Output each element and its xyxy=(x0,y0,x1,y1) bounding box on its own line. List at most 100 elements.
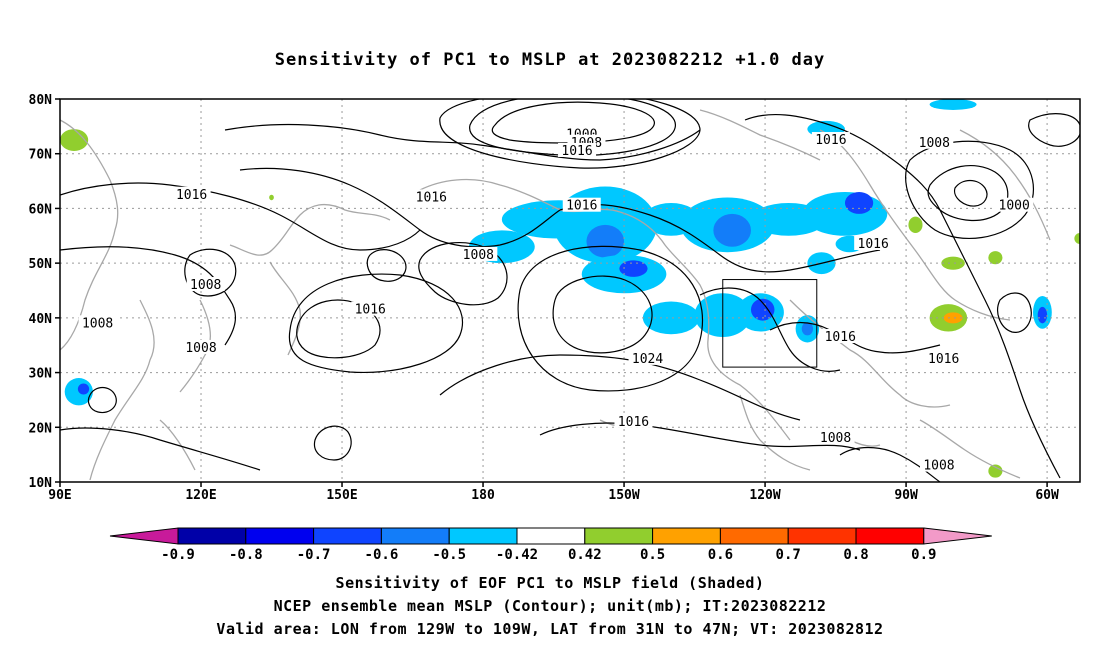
colorbar-label-3: -0.6 xyxy=(365,547,399,563)
contour-label-20: 1008 xyxy=(923,459,954,474)
colorbar-label-5: -0.42 xyxy=(496,547,538,563)
colorbar-label-4: -0.5 xyxy=(432,547,466,563)
contour-label-bg-6 xyxy=(172,186,211,201)
shade-patch-28 xyxy=(941,256,965,270)
colorbar-bin-6 xyxy=(584,527,654,545)
shade-patch-25 xyxy=(77,383,90,395)
caption-line-2: NCEP ensemble mean MSLP (Contour); unit(… xyxy=(273,597,827,615)
shade-patch-14 xyxy=(642,301,700,335)
contour-label-bg-15 xyxy=(628,350,667,365)
lon-label-7: 60W xyxy=(1035,488,1059,503)
lat-label-4: 40N xyxy=(29,312,53,327)
colorbar-bin-7 xyxy=(652,527,721,545)
lat-label-7: 10N xyxy=(29,476,53,491)
contour-label-11: 1008 xyxy=(190,278,221,293)
colorbar-above-arrow xyxy=(923,527,992,545)
caption-line-3: Valid area: LON from 129W to 109W, LAT f… xyxy=(216,620,884,638)
colorbar-bin-9 xyxy=(787,527,857,545)
contour-labels: 1000100810161016100810001016101610161016… xyxy=(78,126,1034,474)
contour-label-bg-4 xyxy=(915,134,954,149)
mslp-contours xyxy=(60,99,1080,482)
colorbar-bin-5 xyxy=(516,527,586,545)
shade-patch-32 xyxy=(1074,233,1080,244)
lat-label-1: 70N xyxy=(29,148,53,163)
lat-label-6: 20N xyxy=(29,421,53,436)
contour-label-bg-5 xyxy=(995,197,1034,212)
contour-label-6: 1016 xyxy=(176,188,207,203)
colorbar-below-arrow xyxy=(109,527,179,545)
lat-label-5: 30N xyxy=(29,367,53,382)
shade-patch-26 xyxy=(60,129,89,151)
contour-label-2: 1016 xyxy=(561,144,592,159)
lon-label-2: 150E xyxy=(326,488,357,503)
chart-title: Sensitivity of PC1 to MSLP at 2023082212… xyxy=(274,50,826,70)
colorbar-label-2: -0.7 xyxy=(297,547,331,563)
lat-label-0: 80N xyxy=(29,93,53,108)
colorbar-label-1: -0.8 xyxy=(229,547,263,563)
contour-label-bg-7 xyxy=(412,189,451,204)
shade-patch-29 xyxy=(988,251,1003,265)
shade-patch-11 xyxy=(844,192,874,214)
contour-label-bg-18 xyxy=(614,413,653,428)
shade-patch-10 xyxy=(802,192,888,236)
contour-label-16: 1016 xyxy=(825,330,856,345)
contour-label-bg-8 xyxy=(562,197,601,212)
shade-patch-19 xyxy=(801,322,814,336)
contour-label-19: 1008 xyxy=(820,431,851,446)
shade-patch-23 xyxy=(1037,306,1048,324)
shade-patch-31 xyxy=(943,312,963,324)
colorbar-bin-4 xyxy=(448,527,518,545)
contour-label-18: 1016 xyxy=(618,415,649,430)
contour-label-3: 1016 xyxy=(815,133,846,148)
contour-label-bg-19 xyxy=(816,430,855,445)
contour-label-bg-10 xyxy=(459,246,498,261)
colorbar-label-6: 0.42 xyxy=(568,547,602,563)
contour-label-bg-12 xyxy=(351,301,390,316)
contour-label-bg-9 xyxy=(854,235,893,250)
lon-label-3: 180 xyxy=(471,488,495,503)
lon-label-5: 120W xyxy=(749,488,780,503)
shade-patch-3 xyxy=(586,224,625,258)
shade-patch-5 xyxy=(619,260,648,277)
caption-line-1: Sensitivity of EOF PC1 to MSLP field (Sh… xyxy=(335,574,765,592)
contour-label-12: 1016 xyxy=(355,303,386,318)
contour-label-bg-3 xyxy=(811,132,850,147)
shade-patch-34 xyxy=(269,194,274,201)
valid-area-box xyxy=(722,279,818,368)
colorbar-label-9: 0.7 xyxy=(776,547,801,563)
colorbar-bin-10 xyxy=(855,527,925,545)
contour-label-bg-16 xyxy=(821,329,860,344)
contour-label-13: 1008 xyxy=(82,316,113,331)
contour-label-7: 1016 xyxy=(416,190,447,205)
colorbar-bin-0 xyxy=(177,527,247,545)
contour-label-bg-20 xyxy=(919,457,958,472)
shade-patch-17 xyxy=(750,298,775,321)
colorbar-bin-2 xyxy=(313,527,382,545)
lon-label-0: 90E xyxy=(48,488,71,503)
plot-frame xyxy=(59,98,1081,483)
contour-label-15: 1024 xyxy=(632,352,663,367)
colorbar-label-11: 0.9 xyxy=(911,547,936,563)
contour-label-8: 1016 xyxy=(566,199,597,214)
lon-label-1: 120E xyxy=(185,488,216,503)
shade-patch-8 xyxy=(713,213,751,247)
contour-label-bg-13 xyxy=(78,315,117,330)
colorbar-label-0: -0.9 xyxy=(161,547,195,563)
contour-label-4: 1008 xyxy=(919,136,950,151)
contour-label-bg-17 xyxy=(924,350,963,365)
shade-patch-21 xyxy=(929,99,977,110)
colorbar-label-8: 0.6 xyxy=(708,547,733,563)
contour-label-bg-14 xyxy=(182,339,221,354)
contour-label-10: 1008 xyxy=(463,248,494,263)
lat-label-2: 60N xyxy=(29,202,53,217)
contour-label-bg-11 xyxy=(186,277,225,292)
lat-label-3: 50N xyxy=(29,257,53,272)
colorbar: -0.9 -0.8 -0.7 -0.6 -0.5 -0.42 0.42 0.5 0.6 0.7 0.… xyxy=(109,527,992,563)
colorbar-bin-8 xyxy=(719,527,789,545)
lon-label-4: 150W xyxy=(608,488,639,503)
contour-label-17: 1016 xyxy=(928,352,959,367)
colorbar-bin-1 xyxy=(245,527,315,545)
contour-label-5: 1000 xyxy=(999,199,1030,214)
